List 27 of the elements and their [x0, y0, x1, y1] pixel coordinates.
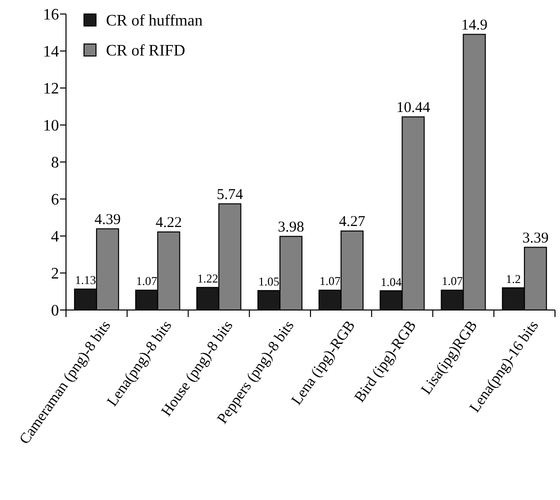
- y-tick-label: 0: [51, 302, 59, 320]
- data-label: 4.22: [156, 214, 182, 231]
- data-label: 1.07: [320, 274, 341, 288]
- y-tick-label: 4: [51, 228, 59, 246]
- data-label: 4.39: [94, 212, 121, 228]
- data-label: 4.27: [338, 214, 366, 230]
- y-tick-label: 14: [43, 44, 59, 61]
- y-tick-label: 12: [43, 80, 59, 98]
- y-tick-label: 6: [51, 192, 59, 209]
- data-label: 1.07: [136, 274, 158, 288]
- data-label: 1.22: [197, 271, 218, 286]
- data-label: 5.74: [216, 186, 244, 203]
- data-label: 1.2: [506, 272, 521, 286]
- y-tick-label: 8: [51, 154, 59, 172]
- legend-label: CR of huffman: [106, 12, 203, 30]
- data-label: 1.04: [380, 274, 402, 289]
- data-label: 1.13: [75, 273, 96, 288]
- data-label: 14.9: [461, 17, 488, 34]
- y-tick-label: 16: [43, 6, 59, 24]
- y-tick-label: 2: [51, 266, 59, 283]
- data-label: 3.98: [278, 219, 304, 236]
- data-label: 3.39: [522, 230, 549, 246]
- data-label: 1.07: [442, 274, 463, 288]
- data-label: 10.44: [396, 100, 431, 116]
- legend-label: CR of RIFD: [106, 42, 186, 60]
- data-label: 1.05: [258, 274, 280, 289]
- y-tick-label: 10: [43, 118, 59, 135]
